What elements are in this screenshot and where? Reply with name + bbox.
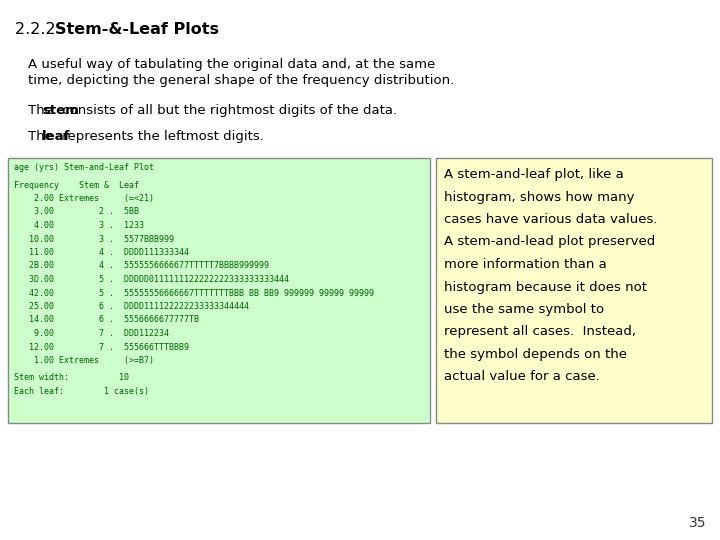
Text: A useful way of tabulating the original data and, at the same: A useful way of tabulating the original … <box>28 58 436 71</box>
Text: stem: stem <box>42 104 79 117</box>
Text: 14.00         6 .  5556666677777TB: 14.00 6 . 5556666677777TB <box>14 315 199 325</box>
Text: 25.00         6 .  DDDD111122222233333344444: 25.00 6 . DDDD111122222233333344444 <box>14 302 249 311</box>
Text: A stem-and-leaf plot, like a: A stem-and-leaf plot, like a <box>444 168 624 181</box>
Text: 12.00         7 .  555666TTTBBB9: 12.00 7 . 555666TTTBBB9 <box>14 342 189 352</box>
Text: 11.00         4 .  DDDD111333344: 11.00 4 . DDDD111333344 <box>14 248 189 257</box>
Text: 9.00         7 .  DDD112234: 9.00 7 . DDD112234 <box>14 329 169 338</box>
Text: the symbol depends on the: the symbol depends on the <box>444 348 627 361</box>
Text: 2B.00         4 .  5555556666677TTTTT7BBBB999999: 2B.00 4 . 5555556666677TTTTT7BBBB999999 <box>14 261 269 271</box>
FancyBboxPatch shape <box>436 158 712 423</box>
Text: cases have various data values.: cases have various data values. <box>444 213 657 226</box>
Text: The: The <box>28 130 57 143</box>
Text: 3D.00         5 .  DDDDD0111111122222222333333333444: 3D.00 5 . DDDDD0111111122222222333333333… <box>14 275 289 284</box>
Text: 2.00 Extremes     (=<21): 2.00 Extremes (=<21) <box>14 194 154 203</box>
Text: histogram because it does not: histogram because it does not <box>444 280 647 294</box>
Text: actual value for a case.: actual value for a case. <box>444 370 600 383</box>
Text: more information than a: more information than a <box>444 258 607 271</box>
Text: histogram, shows how many: histogram, shows how many <box>444 191 634 204</box>
Text: Each leaf:        1 case(s): Each leaf: 1 case(s) <box>14 387 149 396</box>
Text: 2.2.2: 2.2.2 <box>15 22 66 37</box>
Text: Frequency    Stem &  Leaf: Frequency Stem & Leaf <box>14 181 139 190</box>
Text: 35: 35 <box>688 516 706 530</box>
Text: Stem-&-Leaf Plots: Stem-&-Leaf Plots <box>55 22 219 37</box>
Text: represent all cases.  Instead,: represent all cases. Instead, <box>444 326 636 339</box>
Text: time, depicting the general shape of the frequency distribution.: time, depicting the general shape of the… <box>28 74 454 87</box>
Text: consists of all but the rightmost digits of the data.: consists of all but the rightmost digits… <box>58 104 397 117</box>
Text: 3.00         2 .  5BB: 3.00 2 . 5BB <box>14 207 139 217</box>
Text: 42.00         5 .  55555556666667TTTTTTTBBB BB BB9 999999 99999 99999: 42.00 5 . 55555556666667TTTTTTTBBB BB BB… <box>14 288 374 298</box>
Text: 1.00 Extremes     (>=B7): 1.00 Extremes (>=B7) <box>14 356 154 365</box>
Text: age (yrs) Stem-and-Leaf Plot: age (yrs) Stem-and-Leaf Plot <box>14 163 154 172</box>
Text: A stem-and-lead plot preserved: A stem-and-lead plot preserved <box>444 235 655 248</box>
Text: 4.00         3 .  1233: 4.00 3 . 1233 <box>14 221 144 230</box>
Text: The: The <box>28 104 57 117</box>
Text: 10.00         3 .  5577BBB999: 10.00 3 . 5577BBB999 <box>14 234 174 244</box>
Text: leaf: leaf <box>42 130 71 143</box>
Text: Stem width:          10: Stem width: 10 <box>14 374 129 382</box>
FancyBboxPatch shape <box>8 158 430 423</box>
Text: represents the leftmost digits.: represents the leftmost digits. <box>58 130 264 143</box>
Text: use the same symbol to: use the same symbol to <box>444 303 604 316</box>
